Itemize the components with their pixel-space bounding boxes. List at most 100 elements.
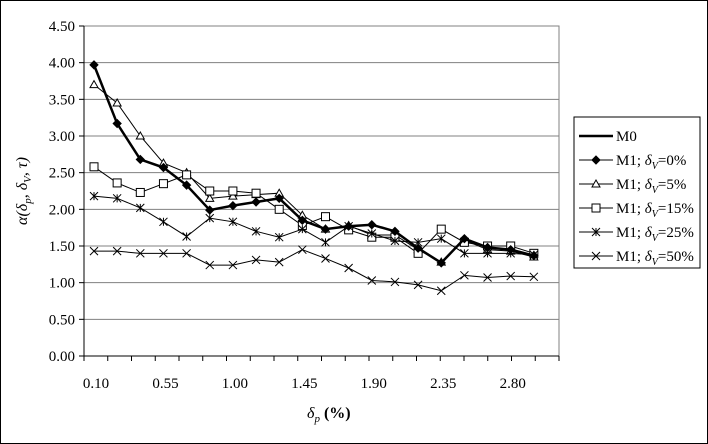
- y-axis-title-comma-1: , δ: [14, 182, 31, 198]
- y-tick-label: 4.00: [49, 56, 75, 72]
- data-point: [591, 227, 601, 237]
- y-axis-title-alpha: α(δ: [14, 203, 31, 225]
- data-point: [182, 170, 192, 180]
- x-tick-label: 0.10: [83, 376, 109, 392]
- data-point: [413, 280, 423, 290]
- data-point: [321, 237, 330, 247]
- data-point: [591, 251, 601, 261]
- data-point: [297, 224, 307, 234]
- y-tick-label: 1.50: [49, 239, 75, 255]
- y-axis-title-sub-v: V: [22, 175, 34, 183]
- data-point: [591, 178, 601, 188]
- data-point: [135, 130, 146, 140]
- data-point: [344, 263, 354, 273]
- data-point: [251, 188, 261, 198]
- series-m1-5: [89, 245, 539, 296]
- data-point: [251, 226, 261, 236]
- data-point: [205, 186, 215, 196]
- data-point: [591, 203, 601, 213]
- x-axis-title: δp (%): [307, 405, 351, 425]
- data-point: [390, 236, 400, 246]
- data-point: [112, 246, 122, 256]
- data-point: [89, 162, 99, 172]
- data-point: [460, 270, 469, 280]
- legend-item: M1; δV=50%: [579, 249, 694, 268]
- series-lines: [89, 60, 539, 296]
- data-point: [112, 97, 123, 107]
- data-point: [135, 187, 145, 197]
- y-tick-label: 4.50: [49, 19, 75, 35]
- y-tick-label: 3.50: [49, 92, 75, 108]
- x-tick-label: 1.45: [291, 376, 317, 392]
- data-point: [205, 213, 215, 223]
- data-point: [251, 255, 261, 265]
- x-axis-title-sub-p: p: [313, 413, 320, 425]
- y-tick-label: 1.00: [49, 276, 75, 292]
- data-point: [321, 254, 330, 263]
- data-point: [297, 245, 307, 255]
- y-axis-title-sub-p: p: [22, 198, 34, 205]
- data-point: [182, 248, 191, 258]
- y-axis-title-tau: , τ): [14, 157, 31, 176]
- x-tick-label: 2.80: [500, 376, 526, 392]
- data-point: [135, 203, 145, 213]
- y-tick-label: 2.50: [49, 166, 75, 182]
- data-point: [367, 276, 377, 285]
- data-point: [436, 286, 446, 296]
- data-point: [483, 273, 492, 282]
- legend-label: M1; δV=15%: [616, 201, 694, 220]
- legend-label: M1; δV=25%: [616, 225, 694, 244]
- data-point: [274, 257, 284, 267]
- legend-item: M1; δV=5%: [579, 177, 686, 196]
- data-point: [182, 232, 191, 241]
- data-point: [204, 193, 215, 202]
- legend-item: M1; δV=0%: [579, 153, 686, 172]
- series-line: [92, 64, 535, 265]
- data-point: [112, 178, 122, 188]
- legend-item: M1; δV=25%: [579, 225, 694, 244]
- data-point: [89, 79, 99, 89]
- x-tick-label: 1.90: [361, 376, 387, 392]
- data-point: [159, 248, 168, 258]
- data-point: [135, 248, 145, 258]
- data-point: [506, 271, 516, 281]
- plot-area: [83, 25, 560, 357]
- legend-label: M1; δV=50%: [616, 249, 694, 268]
- y-axis-title: α(δp, δV, τ): [14, 157, 34, 225]
- legend-label: M1; δV=0%: [616, 153, 686, 172]
- data-point: [205, 260, 215, 270]
- x-tick-label: 0.55: [152, 376, 178, 392]
- data-point: [367, 229, 377, 238]
- data-point: [228, 217, 238, 227]
- svg-text:δp (%): δp (%): [307, 405, 351, 425]
- x-tick-label: 1.00: [222, 376, 248, 392]
- y-tick-label: 2.00: [49, 202, 75, 218]
- data-point: [158, 179, 168, 189]
- data-point: [89, 246, 99, 256]
- legend-item: M1; δV=15%: [579, 201, 694, 220]
- data-point: [228, 191, 238, 200]
- series-line: [94, 249, 534, 292]
- x-tick-label: 2.35: [430, 376, 456, 392]
- data-point: [228, 260, 238, 270]
- legend-box: [573, 116, 701, 269]
- y-axis-tick-labels: 0.00 0.50 1.00 1.50 2.00 2.50 3.00 3.50 4.00 4.50: [49, 19, 85, 365]
- data-point: [228, 186, 238, 196]
- svg-text:α(δp, δV, τ): α(δp, δV, τ): [14, 157, 34, 225]
- legend-item: M0: [579, 129, 637, 145]
- y-tick-label: 3.00: [49, 129, 75, 145]
- x-axis-tick-labels: 0.10 0.55 1.00 1.45 1.90 2.35 2.80: [83, 355, 560, 392]
- data-point: [436, 234, 446, 244]
- data-point: [89, 191, 99, 201]
- data-point: [436, 224, 446, 234]
- legend-label: M1; δV=5%: [616, 177, 686, 196]
- x-axis-title-delta: δ: [307, 405, 315, 422]
- y-tick-label: 0.50: [49, 312, 75, 328]
- data-point: [460, 248, 469, 258]
- legend-label: M0: [616, 129, 637, 145]
- data-point: [274, 232, 284, 242]
- x-axis-title-unit: (%): [320, 405, 351, 422]
- series-line: [93, 195, 534, 256]
- data-point: [591, 155, 601, 165]
